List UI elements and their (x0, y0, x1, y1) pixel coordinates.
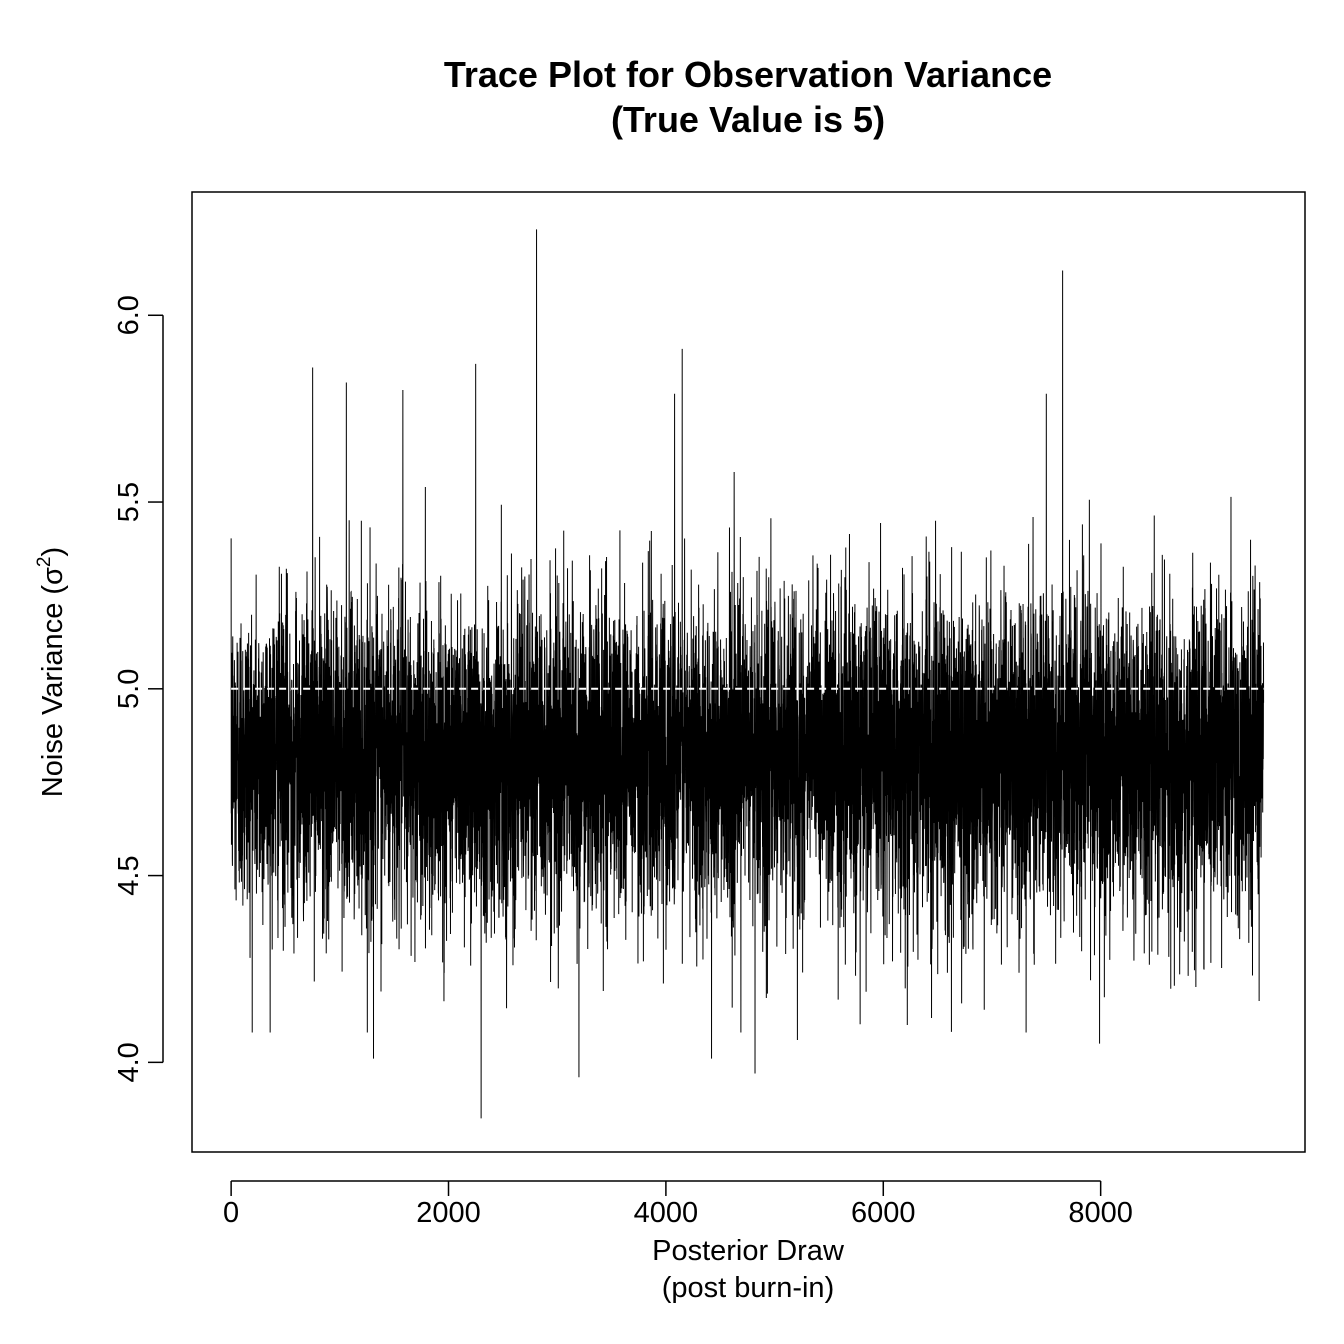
y-axis-label-text: Noise Variance ( (37, 585, 69, 798)
trace-series (230, 229, 1265, 1119)
x-tick-label: 4000 (634, 1197, 699, 1229)
plot-frame (191, 191, 1306, 1153)
y-axis-label-superscript: 2 (34, 556, 55, 567)
y-axis-label-symbol: σ (37, 567, 69, 585)
trace-line (230, 229, 1265, 1119)
x-tick-label: 6000 (851, 1197, 916, 1229)
x-axis-label-line-1: Posterior Draw (652, 1235, 845, 1267)
x-tick-label: 0 (223, 1197, 239, 1229)
x-axis: 0 2000 4000 6000 8000 (223, 1180, 1133, 1229)
x-axis-label-line-2: (post burn-in) (662, 1272, 834, 1304)
x-tick-label: 2000 (416, 1197, 481, 1229)
y-tick-label: 6.0 (113, 295, 145, 335)
y-axis: 4.0 4.5 5.0 5.5 6.0 (113, 295, 164, 1083)
y-tick-label: 4.0 (113, 1042, 145, 1082)
chart-title-line-2: (True Value is 5) (611, 99, 885, 140)
y-axis-label: Noise Variance (σ2) (34, 547, 69, 797)
chart-title-line-1: Trace Plot for Observation Variance (444, 54, 1052, 95)
y-axis-label-close: ) (37, 547, 69, 557)
x-tick-label: 8000 (1068, 1197, 1133, 1229)
y-tick-label: 5.5 (113, 482, 145, 522)
y-tick-label: 5.0 (113, 669, 145, 709)
y-tick-label: 4.5 (113, 855, 145, 895)
